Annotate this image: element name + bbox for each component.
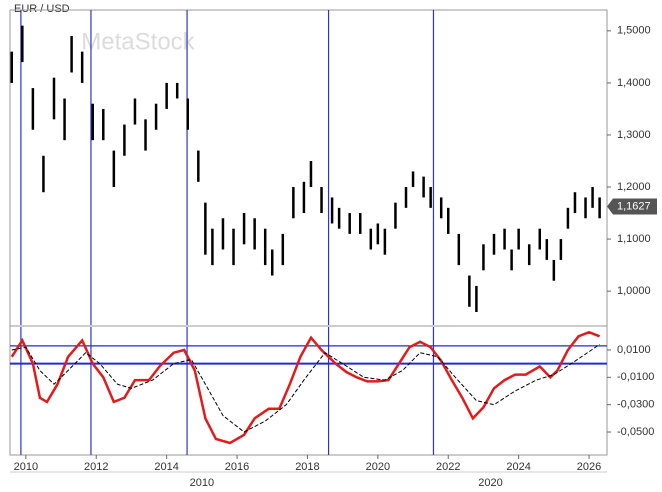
last-price-box [607,198,657,215]
x-tick-label: 2014 [154,461,178,473]
plot-frame [9,9,608,456]
x-tick-label: 2016 [225,461,249,473]
y-tick-label: 1,3000 [617,129,651,141]
x-tick-label: 2022 [436,461,460,473]
y-tick-label: 1,1000 [617,233,651,245]
x-period-label: 2010 [190,477,214,489]
x-period-label: 2020 [478,477,502,489]
indicator-line [10,330,601,445]
chart-title: EUR / USD [14,3,70,15]
y-tick-label: 1,0000 [617,285,651,297]
y-tick-label: -0,0300 [617,399,654,411]
indicator-line [11,344,600,433]
y-tick-label: 1,2000 [617,181,651,193]
y-tick-label: 1,5000 [617,25,651,37]
watermark: MetaStock [81,28,195,55]
x-tick-label: 2012 [84,461,108,473]
y-tick-label: -0,0500 [617,426,654,438]
x-tick-label: 2020 [366,461,390,473]
x-tick-label: 2026 [577,461,601,473]
y-tick-label: 1,4000 [617,77,651,89]
y-tick-label: 0,0100 [617,344,651,356]
x-tick-label: 2024 [506,461,530,473]
x-tick-label: 2018 [295,461,319,473]
x-tick-label: 2010 [14,461,38,473]
y-tick-label: -0,0100 [617,371,654,383]
last-price-label: 1,1627 [617,200,651,212]
